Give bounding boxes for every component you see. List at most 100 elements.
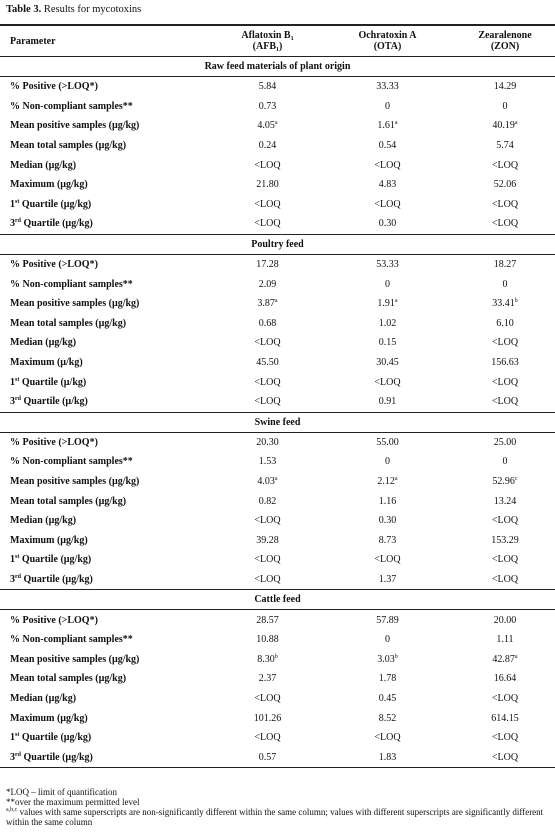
line: Zearalenone [459,30,551,41]
parameter-cell: 1st Quartile (µg/kg) [0,195,215,215]
value-cell: <LOQ [215,333,320,353]
text: 30.45 [376,357,399,369]
value-cell: 1.02 [320,314,455,334]
data-row: Median (µg/kg) <LOQ 0.30 <LOQ [0,511,555,531]
value-cell: 33.41b [455,294,555,314]
value-cell: <LOQ [455,728,555,748]
data-row: % Non-compliant samples** 1.53 0 0 [0,452,555,472]
section-heading: Raw feed materials of plant origin [0,56,555,77]
text: 1.53 [258,456,277,468]
text: <LOQ [491,554,519,566]
text: **over the maximum permitted level [6,797,140,807]
text: <LOQ [491,376,519,388]
text: 0.54 [378,140,397,152]
text: 0.91 [378,396,397,408]
data-row: Mean total samples (µg/kg) 0.24 0.54 5.74 [0,136,555,156]
value-cell: 4.05a [215,116,320,136]
parameter-cell: 3rd Quartile (µg/kg) [0,214,215,234]
text: Poultry feed [251,238,304,250]
value-cell: 14.29 [455,77,555,97]
superscript: a [514,120,518,127]
text: <LOQ [254,554,281,566]
data-row: Mean positive samples (µg/kg) 3.87a 1.91a 3… [0,294,555,314]
value-cell: 0.15 [320,333,455,353]
text: <LOQ [254,376,281,388]
data-row: % Non-compliant samples** 2.09 0 0 [0,274,555,294]
superscript: b [514,298,518,305]
text: Quartile (µg/kg) [19,198,92,210]
value-cell: 1.11 [455,630,555,650]
value-cell: <LOQ [455,214,555,234]
text: Maximum (µ/kg) [10,357,83,369]
line: (AFB1) [219,41,316,53]
text: 1.16 [378,495,397,507]
parameter-cell: Mean total samples (µg/kg) [0,314,215,334]
value-cell: 39.28 [215,530,320,550]
text: 0.30 [378,515,397,527]
text: Mean total samples (µg/kg) [10,495,127,507]
parameter-cell: 1st Quartile (µg/kg) [0,728,215,748]
data-row: 3rd Quartile (µ/kg) <LOQ 0.91 <LOQ [0,392,555,412]
text: 614.15 [491,712,519,724]
data-row: % Positive (>LOQ*) 20.30 55.00 25.00 [0,432,555,452]
parameter-cell: % Non-compliant samples** [0,630,215,650]
text: <LOQ [491,515,519,527]
text: Quartile (µg/kg) [19,732,92,744]
superscript: b [274,653,278,660]
data-row: 1st Quartile (µg/kg) <LOQ <LOQ <LOQ [0,550,555,570]
value-cell: 1.78 [320,669,455,689]
text: 2.37 [258,673,277,685]
text: 20.30 [256,436,279,448]
section-row: Poultry feed [0,233,555,255]
data-row: Median (µg/kg) <LOQ 0.45 <LOQ [0,689,555,709]
value-cell: <LOQ [455,195,555,215]
superscript: a [394,298,398,305]
text: 0 [385,634,390,646]
value-cell: 28.57 [215,610,320,630]
text: Maximum (µg/kg) [10,179,88,191]
parameter-cell: 1st Quartile (µg/kg) [0,550,215,570]
header-cell: Zearalenone (ZON) [455,24,555,57]
value-cell: <LOQ [320,728,455,748]
text: <LOQ [374,376,401,388]
value-cell: 1.53 [215,452,320,472]
text: Results for mycotoxins [41,4,142,15]
superscript: a [274,298,278,305]
value-cell: <LOQ [215,392,320,412]
text: 5.74 [496,140,514,152]
section-row: Raw feed materials of plant origin [0,56,555,77]
parameter-cell: 1st Quartile (µ/kg) [0,372,215,392]
parameter-cell: % Positive (>LOQ*) [0,610,215,630]
value-cell: 0 [455,452,555,472]
value-cell: 0.24 [215,136,320,156]
text: 55.00 [376,436,399,448]
value-cell: <LOQ [215,689,320,709]
text: (ZON) [490,41,520,52]
text: 1.11 [496,634,514,646]
text: Median (µg/kg) [10,515,77,527]
text: 0.30 [378,218,397,230]
value-cell: 17.28 [215,254,320,274]
text: 3 [10,396,15,408]
text: <LOQ [491,692,519,704]
value-cell: 18.27 [455,254,555,274]
value-cell: <LOQ [455,333,555,353]
data-row: Mean positive samples (µg/kg) 8.30b 3.03b 4… [0,649,555,669]
text: 45.50 [256,357,279,369]
value-cell: <LOQ [215,195,320,215]
data-row: % Positive (>LOQ*) 5.84 33.33 14.29 [0,77,555,97]
value-cell: <LOQ [215,214,320,234]
parameter-cell: Maximum (µg/kg) [0,175,215,195]
text: 52.06 [493,179,517,191]
text: <LOQ [374,159,401,171]
text: 39.28 [256,534,279,546]
value-cell: <LOQ [455,392,555,412]
data-row: Mean total samples (µg/kg) 0.68 1.02 6.10 [0,314,555,334]
footnote: a,b,c values with same superscripts are … [6,807,546,827]
text: <LOQ [374,732,401,744]
value-cell: 4.03a [215,472,320,492]
parameter-cell: Median (µg/kg) [0,511,215,531]
text: 156.63 [491,357,519,369]
text: <LOQ [491,337,519,349]
text: (AFB [252,41,276,52]
